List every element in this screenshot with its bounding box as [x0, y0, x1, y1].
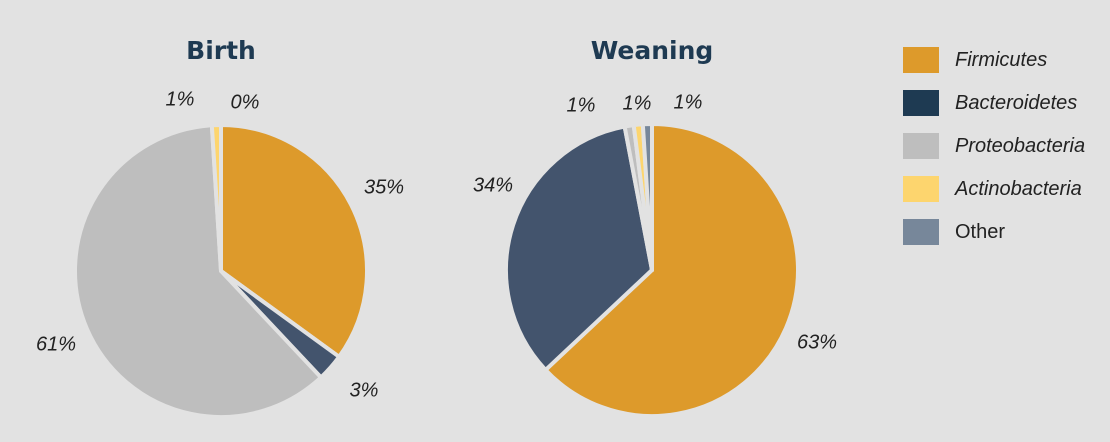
legend-item-proteobacteria: Proteobacteria: [903, 133, 1085, 159]
pie-title-weaning: Weaning: [591, 36, 714, 65]
slice-label-weaning-other: 1%: [674, 91, 703, 113]
pie-title-birth: Birth: [186, 36, 256, 65]
slice-label-weaning-bacteroidetes: 34%: [473, 174, 513, 196]
legend-item-firmicutes: Firmicutes: [903, 47, 1085, 73]
slice-weaning-firmicutes: [543, 122, 800, 418]
slice-weaning-bacteroidetes: [504, 124, 654, 372]
legend: Firmicutes Bacteroidetes Proteobacteria …: [903, 47, 1085, 245]
slice-label-birth-proteobacteria: 61%: [36, 333, 76, 355]
slice-birth-proteobacteria: [73, 123, 323, 419]
slice-label-weaning-firmicutes: 63%: [797, 331, 837, 353]
slice-birth-actinobacteria: [209, 123, 223, 273]
slice-weaning-other: [640, 122, 654, 272]
slice-label-weaning-actinobacteria: 1%: [623, 92, 652, 114]
legend-item-bacteroidetes: Bacteroidetes: [903, 90, 1085, 116]
legend-label-actinobacteria: Actinobacteria: [955, 177, 1082, 200]
legend-label-other: Other: [955, 220, 1006, 243]
slice-label-weaning-proteobacteria: 1%: [567, 94, 596, 116]
legend-swatch-other: [903, 219, 939, 245]
slice-label-birth-actinobacteria: 1%: [166, 88, 195, 110]
legend-swatch-proteobacteria: [903, 133, 939, 159]
legend-item-other: Other: [903, 219, 1085, 245]
pie-weaning: Weaning 63% 34% 1% 1% 1%: [473, 36, 837, 418]
legend-swatch-firmicutes: [903, 47, 939, 73]
slice-birth-firmicutes: [219, 123, 369, 359]
legend-label-firmicutes: Firmicutes: [955, 48, 1048, 71]
slice-label-birth-firmicutes: 35%: [364, 176, 404, 198]
pie-birth: Birth 35% 3% 61% 1% 0%: [36, 36, 404, 419]
legend-label-bacteroidetes: Bacteroidetes: [955, 91, 1078, 114]
slice-label-birth-bacteroidetes: 3%: [350, 379, 379, 401]
slice-label-birth-other: 0%: [231, 91, 260, 113]
legend-swatch-bacteroidetes: [903, 90, 939, 116]
legend-item-actinobacteria: Actinobacteria: [903, 176, 1085, 202]
legend-swatch-actinobacteria: [903, 176, 939, 202]
legend-label-proteobacteria: Proteobacteria: [955, 134, 1086, 157]
